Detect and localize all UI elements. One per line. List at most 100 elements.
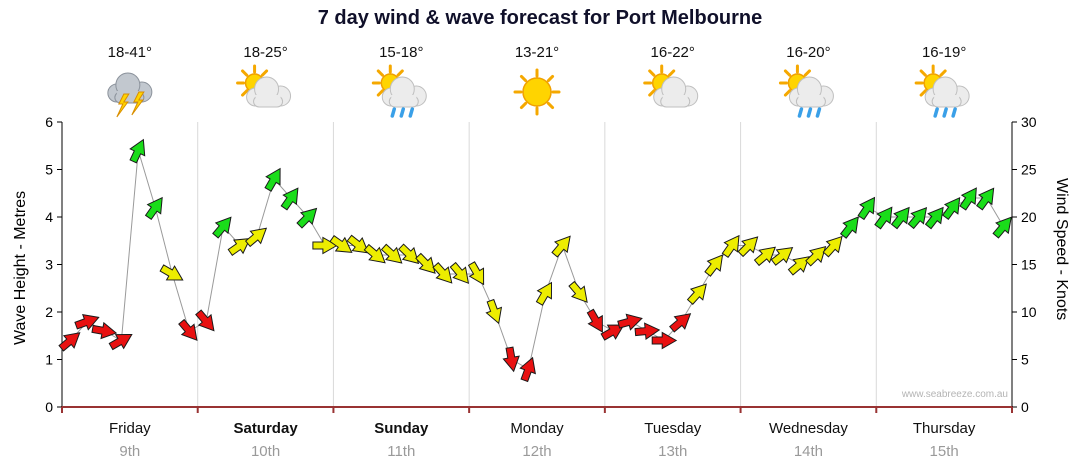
wind-arrow [822,235,843,258]
wind-arrow [108,333,133,351]
wind-arrow [195,309,215,332]
wind-arrow [346,234,370,254]
right-tick-label: 20 [1021,209,1037,225]
wind-arrow [617,313,643,331]
left-tick-label: 5 [45,162,53,178]
right-tick-label: 10 [1021,304,1037,320]
wind-arrow [874,206,893,230]
wind-arrow [467,261,485,286]
wind-arrow [398,243,420,265]
wind-arrow [227,238,251,256]
day-temp: 16-19° [922,44,966,61]
sun-cloud-rain-icon [914,64,970,118]
day-label: Monday [510,420,564,437]
storm-cloud-icon [107,72,153,118]
sun-cloud-icon [643,64,699,108]
wind-arrow [890,206,910,230]
wind-arrow [449,261,470,284]
wind-arrow [485,298,503,325]
day-temp: 16-20° [786,44,830,61]
left-tick-label: 0 [45,399,53,415]
wind-arrow [992,216,1012,239]
day-date: 12th [522,443,551,460]
day-date: 10th [251,443,280,460]
wind-arrow [380,243,403,264]
wind-arrow [91,321,118,340]
wind-arrow [502,346,520,373]
wind-arrow [74,314,100,331]
wind-arrow [634,322,661,341]
left-tick-label: 3 [45,257,53,273]
day-date: 15th [930,443,959,460]
wave-height-line [70,150,1004,370]
right-tick-label: 15 [1021,257,1037,273]
wind-arrow [976,187,995,211]
wind-arrow [264,167,281,192]
wind-arrow [519,356,536,383]
watermark: www.seabreeze.com.au [901,389,1008,400]
wind-arrow [551,235,571,258]
wind-arrow [144,196,163,221]
wind-arrow [600,324,625,341]
wind-arrow [753,246,776,267]
wind-arrow [805,245,827,267]
wind-arrow [704,254,724,277]
wind-arrow [770,246,794,266]
wind-arrow [586,308,603,333]
wind-arrow [686,283,707,305]
day-label: Tuesday [644,420,701,437]
wind-arrow [212,216,232,239]
wind-arrow [959,187,977,211]
day-label: Thursday [913,420,976,437]
wind-arrow [244,227,268,248]
wind-arrow [129,138,146,164]
wind-arrow [651,331,678,350]
day-date: 14th [794,443,823,460]
day-temp: 15-18° [379,44,423,61]
wind-arrow [942,196,961,220]
day-label: Sunday [374,420,429,437]
wind-arrow [432,262,453,284]
wind-arrow [329,235,353,253]
left-tick-label: 6 [45,114,53,130]
day-date: 13th [658,443,687,460]
right-tick-label: 30 [1021,114,1037,130]
day-label: Wednesday [769,420,848,437]
wind-arrow [924,206,944,230]
wind-arrow [312,236,338,255]
wind-arrow [296,207,318,229]
right-tick-label: 0 [1021,399,1029,415]
left-tick-label: 1 [45,352,53,368]
wind-arrow [535,281,553,306]
left-tick-label: 4 [45,209,53,225]
wind-arrow [415,252,436,274]
wind-arrow [178,318,198,341]
wind-arrow [907,207,928,230]
sun-cloud-rain-icon [778,64,834,118]
wind-arrow [159,264,184,281]
wind-arrow [787,256,810,276]
wind-arrow [839,216,859,239]
day-date: 9th [119,443,140,460]
left-tick-label: 2 [45,304,53,320]
day-temp: 18-41° [108,44,152,61]
wind-arrow [280,187,299,211]
day-temp: 16-22° [651,44,695,61]
right-tick-label: 25 [1021,162,1037,178]
day-label: Friday [109,420,151,437]
wind-arrow [737,236,759,258]
sun-cloud-icon [236,64,292,108]
day-date: 11th [387,443,415,460]
day-temp: 18-25° [243,44,287,61]
day-temp: 13-21° [515,44,559,61]
wind-arrow [669,313,692,333]
right-tick-label: 5 [1021,352,1029,368]
chart-title: 7 day wind & wave forecast for Port Melb… [317,7,763,29]
day-label: Saturday [233,420,298,437]
sun-cloud-rain-icon [371,64,427,118]
wind-arrow [721,234,740,259]
wind-arrow [58,332,81,352]
wind-arrow [857,196,876,221]
